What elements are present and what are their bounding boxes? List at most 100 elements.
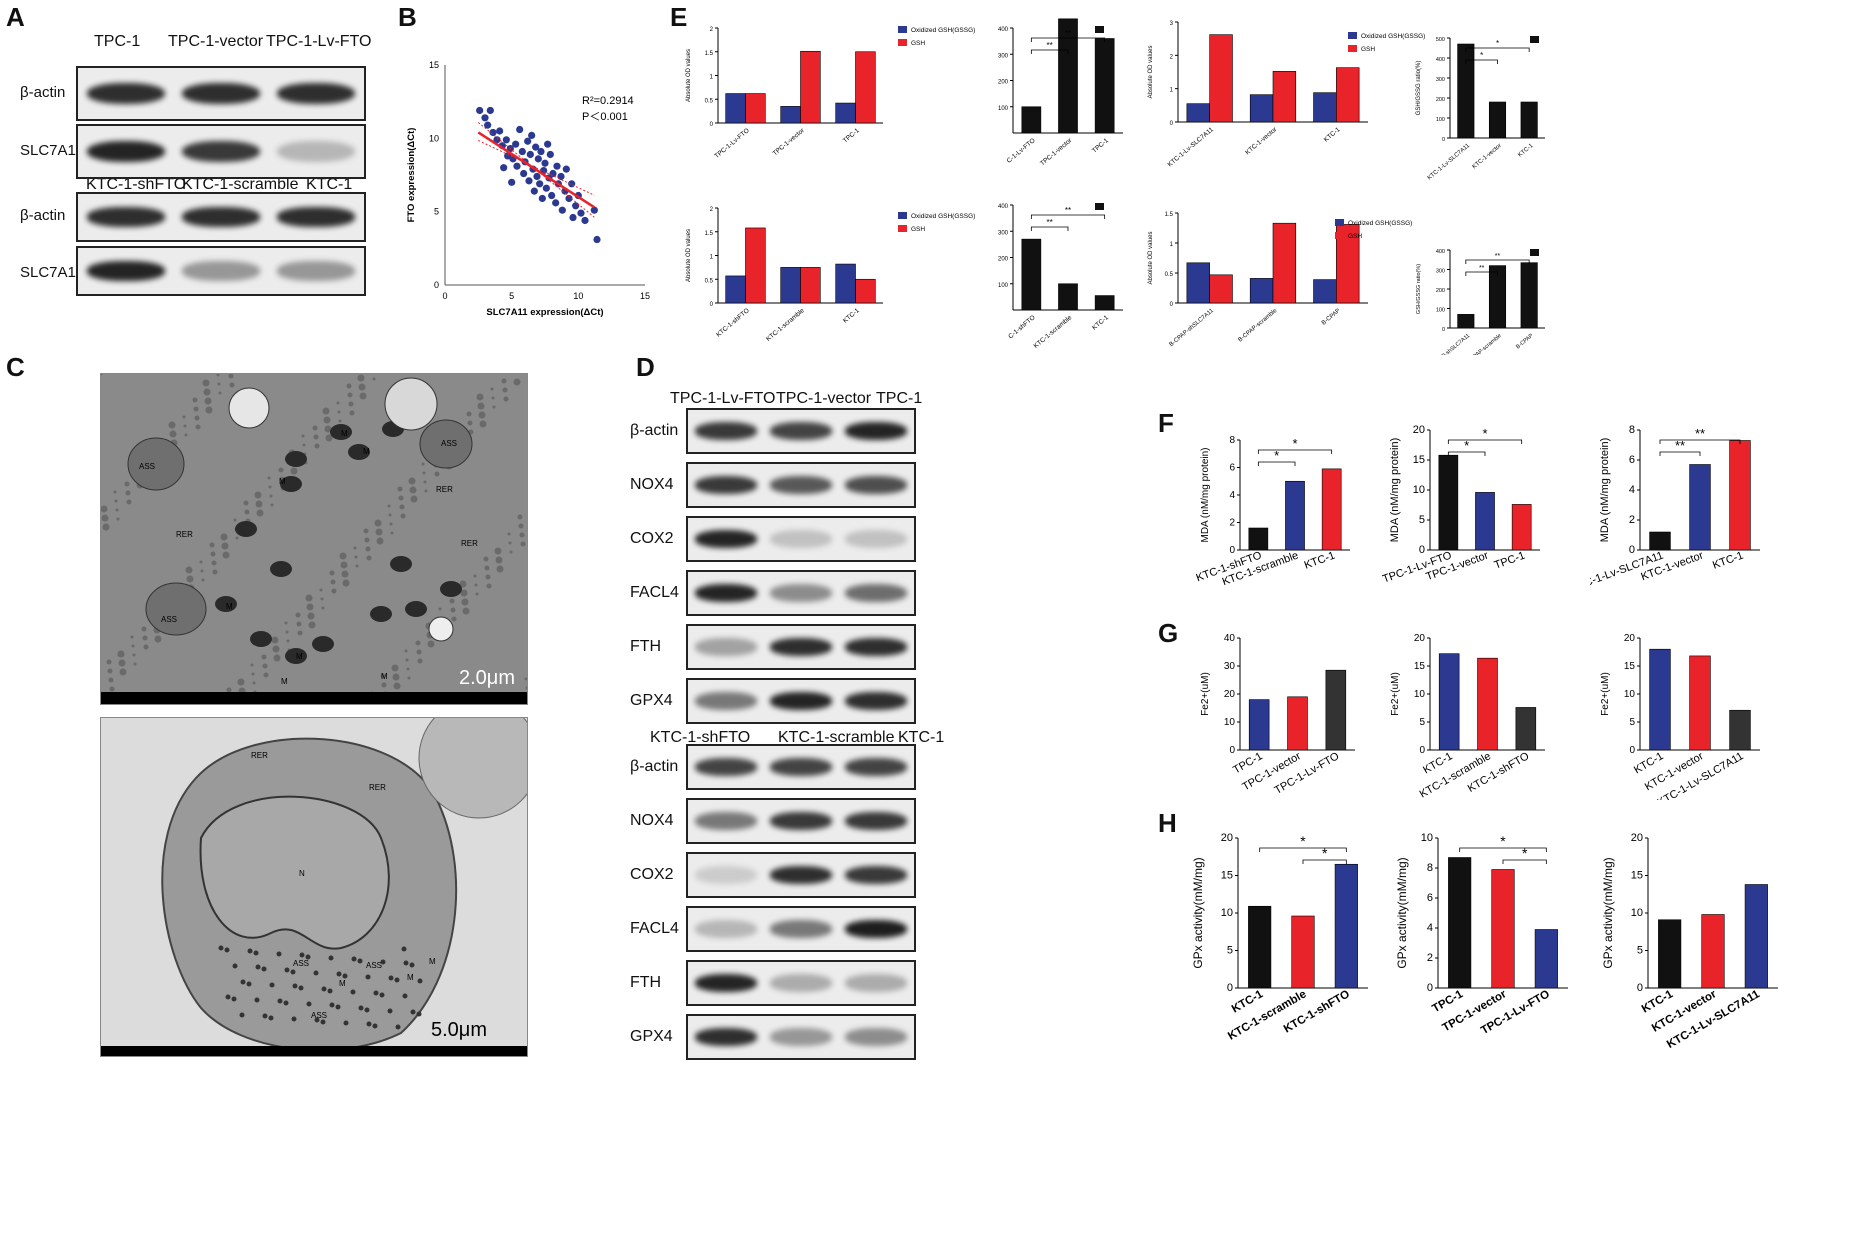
y-tick-label: 15 [1624, 661, 1636, 672]
bar [1209, 34, 1233, 123]
data-point [562, 165, 570, 173]
tem-granule [252, 681, 256, 685]
tem-granule [119, 668, 127, 676]
tem-granule [517, 514, 523, 520]
tem-granule [231, 996, 237, 1002]
tem-granule [313, 434, 319, 440]
nucleus [199, 795, 390, 950]
y-axis-label: Fe2+(uM) [1390, 672, 1401, 716]
panel-label-c: C [6, 352, 25, 382]
tem-granule [218, 391, 222, 395]
significance-bracket [1465, 47, 1530, 52]
data-point [538, 194, 546, 203]
tem-granule [277, 998, 283, 1004]
bar [800, 50, 821, 124]
legend-label: GSH [911, 226, 925, 233]
blot-band [694, 812, 757, 830]
tem-granule [492, 405, 496, 409]
tem-granule [204, 397, 212, 405]
scale-bar-label: 2.0μm [459, 667, 515, 689]
blot-strip [686, 408, 916, 454]
x-category-label: KTC-1 [1640, 988, 1676, 1016]
tem-granule [235, 536, 239, 540]
y-tick-label: 200 [998, 257, 1009, 263]
y-tick-label: 300 [998, 230, 1009, 236]
tem-granule [143, 644, 149, 650]
mitochondrion [405, 601, 427, 617]
tem-granule [320, 1019, 326, 1025]
y-axis-label: GSH/GSSG ratio(%) [1416, 264, 1422, 314]
bar [1272, 222, 1297, 304]
data-point [590, 206, 598, 214]
x-category-label: KTC-1 [842, 307, 861, 325]
blot-band [181, 140, 261, 163]
x-axis-label: SLC7A11 expression(ΔCt) [486, 307, 603, 318]
significance-bracket [1659, 451, 1701, 456]
tem-granule [490, 387, 494, 391]
tem-granule [306, 1001, 312, 1007]
tem-granule [330, 579, 336, 585]
bar [1313, 92, 1337, 123]
tem-granule [313, 970, 319, 976]
tem-granule [314, 443, 320, 449]
tem-granule [366, 1021, 372, 1027]
y-tick-label: 400 [998, 27, 1009, 33]
data-point [484, 121, 492, 129]
x-category-label: TPC-1-vector [1039, 137, 1074, 168]
y-tick-label: 1 [1170, 88, 1174, 94]
bar [1336, 224, 1360, 304]
tem-granule [329, 1002, 335, 1008]
y-tick-label: 15 [1221, 870, 1233, 882]
blot-strip [686, 1014, 916, 1060]
tem-granule [342, 973, 348, 979]
tem-granule [107, 668, 113, 674]
data-point [526, 150, 534, 159]
legend-swatch [1335, 232, 1344, 239]
significance-bracket [1257, 449, 1333, 454]
tem-granule [255, 500, 263, 508]
tem-granule [132, 653, 136, 657]
legend-swatch [1348, 45, 1357, 52]
legend-swatch [1530, 36, 1539, 43]
tem-granule [423, 480, 427, 484]
tem-granule [507, 532, 511, 536]
panel-label-b: B [398, 2, 417, 32]
tem-granule [142, 635, 148, 641]
tem-granule [307, 612, 315, 620]
tem-granule [101, 505, 108, 513]
data-point [525, 177, 533, 185]
y-tick-label: 5 [1227, 945, 1233, 957]
bar [1488, 101, 1507, 139]
tem-granule [475, 592, 479, 596]
data-point [569, 213, 577, 222]
bar-chart-g3: 05101520KTC-1KTC-1-vectorKTC-1-Lv-SLC7A1… [1600, 633, 1760, 800]
tem-granule [403, 960, 409, 966]
x-category-label: B-CPAP-scramble [1465, 333, 1503, 355]
data-point [512, 140, 520, 148]
tem-granule [451, 616, 457, 622]
data-point [546, 150, 554, 159]
blot-band [770, 866, 832, 884]
tem-granule [336, 401, 340, 405]
bar [1321, 468, 1342, 551]
row-label: β-actin [20, 84, 66, 101]
tem-granule [366, 555, 372, 561]
bar [1729, 440, 1751, 551]
tem-granule [329, 570, 335, 576]
blot-strip [686, 678, 916, 724]
bar-chart-h3: 05101520KTC-1KTC-1-vectorKTC-1-Lv-SLC7A1… [1601, 832, 1778, 1051]
tem-granule [509, 550, 513, 554]
tem-granule [502, 387, 508, 393]
bar-chart-e7: 0 0.5 1 1.5 B-CPAP-shSLC7A11 B-CPAP-scramble B… [1148, 212, 1412, 348]
bar [1689, 655, 1711, 751]
y-tick-label: 30 [1224, 661, 1236, 672]
y-tick-label: 2 [710, 27, 714, 33]
panel-label-d: D [636, 352, 655, 382]
y-tick-label: 0 [710, 302, 714, 308]
bar [1058, 283, 1078, 311]
tem-granule [108, 677, 114, 683]
tem-granule [269, 494, 273, 498]
tem-granule [232, 963, 238, 969]
tem-granule [339, 552, 347, 560]
tem-granule [125, 490, 131, 496]
